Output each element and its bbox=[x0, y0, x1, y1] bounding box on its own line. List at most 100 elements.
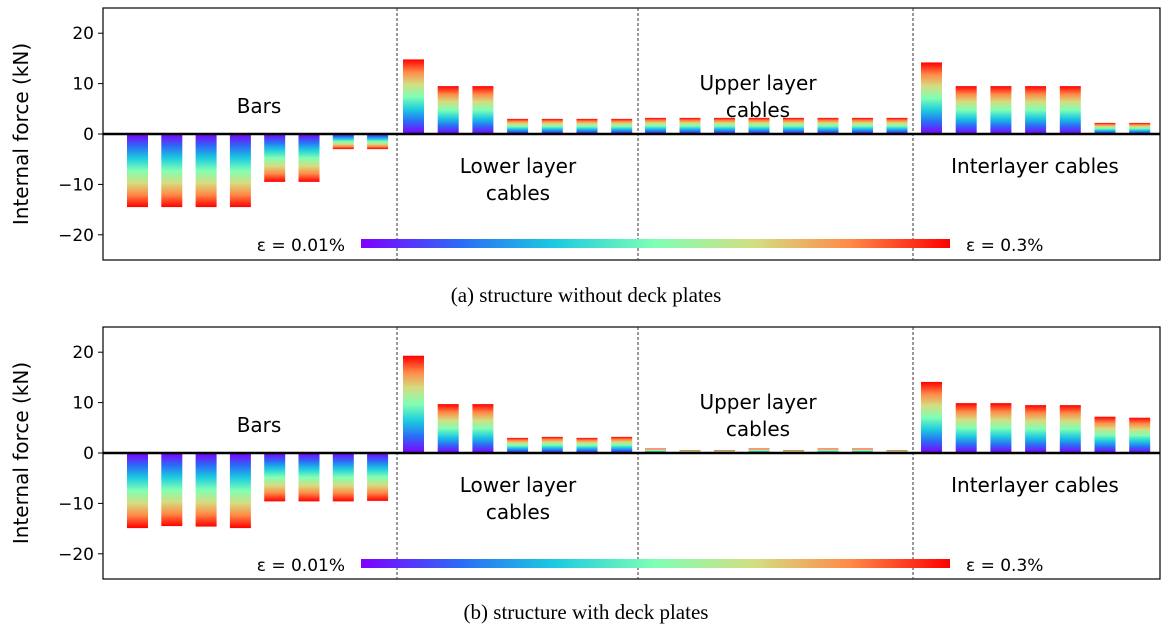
bar bbox=[472, 86, 494, 134]
bar bbox=[1129, 122, 1151, 134]
bar bbox=[298, 453, 320, 502]
bar bbox=[472, 404, 494, 453]
colorbar bbox=[361, 239, 950, 248]
bar bbox=[127, 453, 148, 529]
bar bbox=[298, 134, 320, 182]
group-label: Upper layer bbox=[699, 390, 817, 414]
colorbar-max-label: ε = 0.3% bbox=[966, 236, 1043, 256]
bar bbox=[1094, 122, 1116, 134]
bar bbox=[367, 453, 389, 501]
bar bbox=[576, 118, 598, 134]
group-label: cables bbox=[486, 181, 550, 205]
bar bbox=[1025, 405, 1047, 453]
group-labels: Bars Lower layer cables Upper layer cables In… bbox=[237, 71, 1119, 205]
bar bbox=[748, 448, 770, 453]
bar bbox=[817, 448, 839, 453]
group-label: Upper layer bbox=[699, 71, 817, 95]
group-label: Bars bbox=[237, 413, 282, 437]
colorbar bbox=[361, 559, 950, 568]
caption-b: (b) structure with deck plates bbox=[464, 600, 709, 624]
bar bbox=[1129, 417, 1151, 453]
y-tick-label: 20 bbox=[72, 343, 94, 363]
bar bbox=[679, 117, 701, 134]
group-label: cables bbox=[726, 417, 790, 441]
group-label: cables bbox=[726, 98, 790, 122]
bar bbox=[645, 117, 666, 134]
bar bbox=[817, 117, 839, 134]
bar bbox=[886, 117, 908, 134]
bar bbox=[127, 134, 148, 208]
bar bbox=[852, 117, 873, 134]
bar bbox=[852, 448, 873, 453]
bar bbox=[955, 86, 977, 134]
bar bbox=[264, 134, 286, 182]
bar bbox=[541, 436, 563, 453]
bar bbox=[748, 117, 770, 134]
bar bbox=[403, 355, 424, 453]
group-label: Lower layer bbox=[460, 473, 577, 497]
y-axis-label: Internal force (kN) bbox=[9, 362, 33, 544]
bar bbox=[576, 437, 598, 453]
bar bbox=[507, 118, 529, 134]
bar bbox=[1059, 405, 1081, 453]
bar bbox=[611, 118, 633, 134]
y-tick-label: −20 bbox=[58, 545, 94, 565]
group-label: Bars bbox=[237, 94, 282, 118]
y-ticks: −20 −10 0 10 20 bbox=[58, 24, 103, 246]
group-label: Interlayer cables bbox=[951, 154, 1119, 178]
bar bbox=[161, 453, 183, 527]
colorbar-min-label: ε = 0.01% bbox=[257, 556, 345, 576]
bar bbox=[437, 86, 459, 134]
colorbar-min-label: ε = 0.01% bbox=[257, 236, 345, 256]
bar bbox=[1094, 416, 1116, 453]
bar bbox=[161, 134, 183, 208]
bar bbox=[679, 449, 701, 453]
bar bbox=[367, 134, 389, 150]
bar bbox=[714, 449, 735, 453]
bar bbox=[403, 59, 424, 134]
bar bbox=[990, 403, 1012, 453]
bar bbox=[229, 134, 251, 208]
colorbar-max-label: ε = 0.3% bbox=[966, 556, 1043, 576]
bar bbox=[195, 453, 217, 527]
caption-a: (a) structure without deck plates bbox=[451, 283, 722, 307]
y-tick-label: −10 bbox=[58, 494, 94, 514]
panel-a: Internal force (kN) −20 −10 0 10 20 Bars Lowe… bbox=[9, 7, 1161, 307]
y-tick-label: 20 bbox=[72, 24, 94, 44]
y-tick-label: 10 bbox=[72, 394, 94, 414]
bar bbox=[1059, 86, 1081, 134]
group-label: Lower layer bbox=[460, 154, 577, 178]
bar bbox=[645, 448, 666, 453]
bar bbox=[332, 453, 354, 502]
bars bbox=[127, 59, 1151, 208]
bar bbox=[229, 453, 251, 529]
y-tick-label: −20 bbox=[58, 226, 94, 246]
y-tick-label: 10 bbox=[72, 75, 94, 95]
panel-b: Internal force (kN) −20 −10 0 10 20 Bars Lowe… bbox=[9, 326, 1161, 624]
y-ticks: −20 −10 0 10 20 bbox=[58, 343, 103, 565]
y-axis-label: Internal force (kN) bbox=[9, 43, 33, 225]
bar bbox=[886, 449, 908, 453]
bar bbox=[437, 404, 459, 453]
y-tick-label: 0 bbox=[83, 444, 94, 464]
group-label: cables bbox=[486, 500, 550, 524]
bar bbox=[783, 117, 804, 134]
bar bbox=[990, 86, 1012, 134]
group-label: Interlayer cables bbox=[951, 473, 1119, 497]
bar bbox=[1025, 86, 1047, 134]
y-tick-label: 0 bbox=[83, 125, 94, 145]
bar bbox=[195, 134, 217, 208]
bar bbox=[507, 437, 529, 453]
bar bbox=[955, 403, 977, 453]
bars bbox=[127, 355, 1151, 529]
y-tick-label: −10 bbox=[58, 175, 94, 195]
bar bbox=[783, 449, 804, 453]
bar bbox=[714, 117, 735, 134]
bar bbox=[264, 453, 286, 502]
bar bbox=[541, 118, 563, 134]
bar bbox=[921, 381, 942, 453]
bar bbox=[332, 134, 354, 150]
group-labels: Bars Lower layer cables Upper layer cables In… bbox=[237, 390, 1119, 524]
bar bbox=[611, 436, 633, 453]
